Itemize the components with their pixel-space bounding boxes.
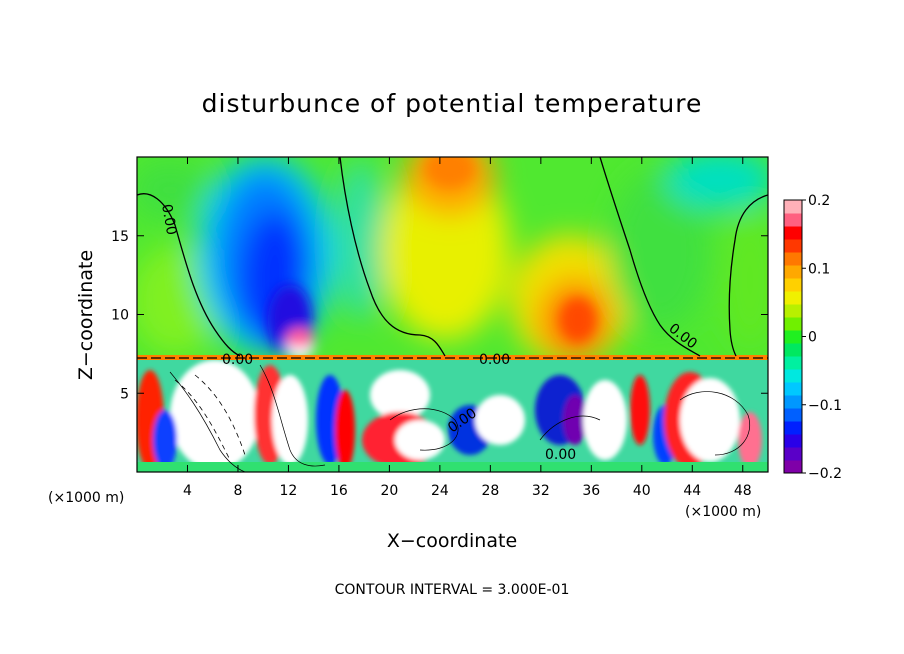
colorbar-segment: [784, 369, 802, 383]
lower-layer: [137, 358, 768, 472]
x-tick-label: 40: [633, 483, 651, 499]
x-tick-label: 24: [431, 483, 449, 499]
colorbar-segment: [784, 408, 802, 422]
colorbar-tick-label: −0.1: [808, 398, 842, 414]
colorbar-segment: [784, 421, 802, 435]
colorbar-segment: [784, 239, 802, 253]
colorbar-segment: [784, 395, 802, 409]
lower-red-right: [630, 375, 650, 445]
region-cool-top-left: [137, 160, 210, 220]
contour-label: 0.00: [222, 352, 253, 368]
dashed-contour-1: [174, 379, 231, 461]
colorbar-segment: [784, 434, 802, 448]
region-cyan-between: [335, 160, 385, 320]
region-green-right: [610, 170, 710, 330]
colorbar-segment: [784, 317, 802, 331]
colorbar-segment: [784, 382, 802, 396]
colorbar-tick-label: 0.2: [808, 193, 830, 209]
contour-label: 0.00: [158, 203, 179, 236]
colorbar-segment: [784, 200, 802, 214]
x-tick-label: 44: [683, 483, 701, 499]
colorbar-tick-label: 0.1: [808, 261, 830, 277]
lower-contours: [169, 364, 750, 472]
x-tick-label: 4: [183, 483, 192, 499]
lower-white-ring1: [272, 375, 308, 465]
colorbar-segment: [784, 278, 802, 292]
colorbar-segment: [784, 226, 802, 240]
lower-white-right: [583, 380, 627, 460]
colorbar-segment: [784, 343, 802, 357]
colorbar-segment: [784, 330, 802, 344]
lower-contour-5: [679, 391, 750, 456]
lower-white-far: [680, 378, 740, 462]
lower-purple-right: [563, 395, 587, 445]
lower-white-mid: [370, 370, 430, 420]
zero-contours: [137, 157, 768, 357]
lower-contour-3: [389, 408, 459, 451]
colorbar-segment: [784, 447, 802, 461]
lower-blue-left: [153, 410, 177, 470]
x-tick-label: 32: [532, 483, 550, 499]
colorbar-segment: [784, 213, 802, 227]
core-red-right: [560, 298, 596, 342]
x-tick-label: 20: [380, 483, 398, 499]
x-tick-label: 16: [330, 483, 348, 499]
lower-contour-1: [169, 371, 246, 472]
colorbar-segment: [784, 265, 802, 279]
contour-mid: [339, 157, 446, 357]
x-tick-label: 12: [280, 483, 298, 499]
lower-contour-4: [539, 415, 601, 441]
y-tick-label: 15: [111, 229, 129, 245]
region-cyan-top-right: [665, 157, 768, 210]
contour-left: [137, 193, 241, 357]
contour-interval: CONTOUR INTERVAL = 3.000E-01: [335, 582, 570, 598]
lower-bottom-band: [137, 462, 768, 472]
x-tick-label: 28: [481, 483, 499, 499]
core-orange-top: [425, 157, 475, 188]
lower-red-ring2: [335, 390, 355, 470]
colorbar-segment: [784, 252, 802, 266]
lower-contour-2: [259, 364, 326, 467]
colorbar-tick-label: 0: [808, 330, 817, 346]
colorbar-segment: [784, 291, 802, 305]
colorbar-segment: [784, 304, 802, 318]
region-green-far-right: [720, 210, 768, 350]
colorbar-segment: [784, 356, 802, 370]
colorbar: 0.2 0.1 0 −0.1 −0.2: [783, 193, 842, 482]
contour-far-right: [728, 194, 768, 357]
x-tick-label: 48: [734, 483, 752, 499]
y-tick-label: 5: [120, 386, 129, 402]
lower-white-left: [170, 360, 260, 470]
x-axis: 4 8 12 16 20 24 28 32 36 40 44 48: [183, 157, 752, 499]
upper-layer-cores: [268, 157, 596, 359]
y-tick-label: 10: [111, 308, 129, 324]
colorbar-segment: [784, 460, 802, 474]
lower-white-mid2: [395, 420, 445, 460]
lower-dashed-contours: [174, 374, 246, 461]
colorbar-tick-label: −0.2: [808, 466, 842, 482]
core-pink-peak: [286, 328, 314, 348]
dashed-contour-2: [194, 374, 246, 456]
contour-label: 0.00: [479, 352, 510, 368]
y-axis: 5 10 15: [111, 229, 768, 402]
y-unit-label: (×1000 m): [48, 490, 124, 506]
lower-white-mid3: [475, 395, 525, 445]
x-tick-label: 8: [233, 483, 242, 499]
contour-right: [599, 157, 701, 357]
x-tick-label: 36: [582, 483, 600, 499]
chart-title: disturbunce of potential temperature: [202, 89, 703, 118]
x-unit-label: (×1000 m): [685, 504, 761, 520]
lower-pink-far: [738, 412, 762, 468]
x-axis-label: X−coordinate: [387, 530, 517, 552]
heatmap-field: [137, 157, 768, 472]
y-axis-label: Z−coordinate: [75, 250, 97, 380]
contour-label: 0.00: [545, 447, 576, 463]
